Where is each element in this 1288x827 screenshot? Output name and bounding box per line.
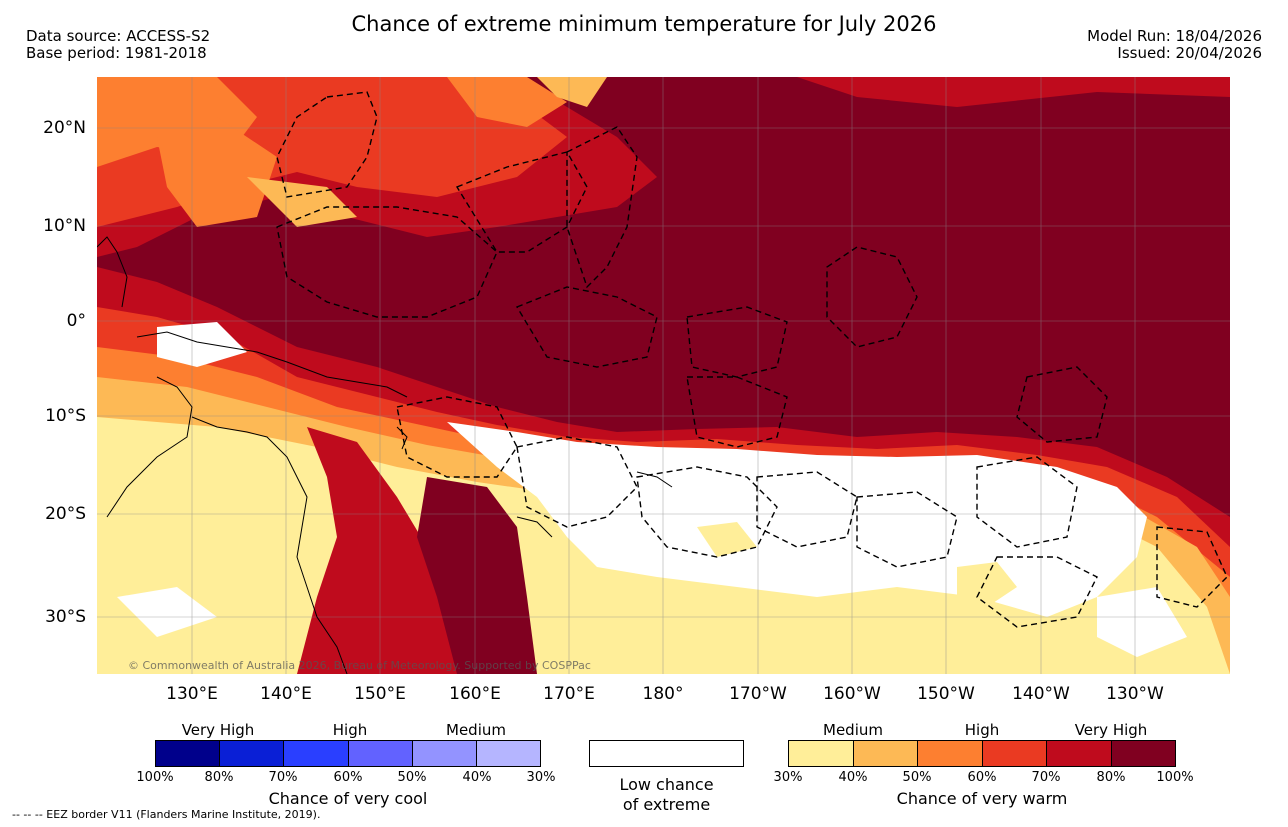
zone-80-coral: [297, 427, 477, 674]
zone-50-n: [537, 77, 607, 107]
forecast-map-svg: [96, 77, 1230, 675]
cool-heading-medium: Medium: [446, 721, 506, 739]
cool-heading-very-high: Very High: [181, 721, 255, 739]
cool-colorbar: [155, 740, 541, 767]
warm-tick-30: 30%: [773, 770, 803, 785]
low-chance-line1: Low chance: [619, 775, 714, 794]
cool-legend-title: Chance of very cool: [268, 789, 428, 808]
zone-80-ne: [797, 77, 1230, 107]
lon-label-160e: 160°E: [449, 684, 501, 704]
warm-heading-medium: Medium: [823, 721, 883, 739]
patch-low-se: [1097, 587, 1187, 657]
lon-label-140w: 140°W: [1012, 684, 1070, 704]
low-chance-swatch: [589, 740, 744, 767]
lon-label-150e: 150°E: [354, 684, 406, 704]
cool-swatch-2: [220, 741, 285, 766]
patch-warm-b: [697, 522, 757, 557]
lon-label-160w: 160°W: [823, 684, 881, 704]
warm-swatch-4: [982, 741, 1047, 766]
lon-label-180: 180°: [642, 684, 684, 704]
lon-label-150w: 150°W: [917, 684, 975, 704]
lat-label-0: 0°: [66, 311, 86, 331]
zone-60-n: [447, 77, 567, 127]
cool-tick-60: 60%: [333, 770, 363, 785]
warm-colorbar: [788, 740, 1176, 767]
cool-tick-40: 40%: [462, 770, 492, 785]
lat-label-20s: 20°S: [45, 504, 86, 524]
zone-60-w: [157, 117, 277, 227]
eez-borders: [276, 91, 1228, 628]
cool-tick-30: 30%: [526, 770, 556, 785]
copyright-notice: © Commonwealth of Australia 2026, Bureau…: [128, 659, 591, 672]
lon-label-170e: 170°E: [543, 684, 595, 704]
lon-label-140e: 140°E: [260, 684, 312, 704]
zone-100-tasman: [417, 477, 537, 674]
cool-swatch-5: [412, 741, 477, 766]
cool-swatch-3: [284, 741, 349, 766]
coastlines: [96, 236, 673, 675]
warm-swatch-1: [789, 741, 854, 766]
model-run-info: Model Run: 18/04/2026 Issued: 20/04/2026: [1087, 28, 1262, 62]
warm-tick-100: 100%: [1156, 770, 1194, 785]
graticule: [97, 77, 1230, 674]
warm-tick-70: 70%: [1031, 770, 1061, 785]
lat-label-10s: 10°S: [45, 406, 86, 426]
cool-tick-50: 50%: [397, 770, 427, 785]
warm-legend-title: Chance of very warm: [896, 789, 1068, 808]
cool-swatch-1: [156, 741, 221, 766]
lat-label-10n: 10°N: [43, 216, 86, 236]
lon-label-170w: 170°W: [729, 684, 787, 704]
warm-tick-50: 50%: [902, 770, 932, 785]
low-chance-line2: of extreme: [622, 795, 711, 814]
warm-tick-80: 80%: [1096, 770, 1126, 785]
warm-tick-40: 40%: [838, 770, 868, 785]
data-source-info: Data source: ACCESS-S2 Base period: 1981…: [26, 28, 210, 62]
warm-tick-60: 60%: [967, 770, 997, 785]
forecast-map: [96, 77, 1230, 675]
warm-heading-very-high: Very High: [1074, 721, 1148, 739]
model-run-text: Model Run: 18/04/2026: [1087, 27, 1262, 45]
warm-swatch-5: [1047, 741, 1112, 766]
data-source-text: Data source: ACCESS-S2: [26, 27, 211, 45]
cool-tick-100: 100%: [136, 770, 174, 785]
cool-swatch-6: [476, 741, 541, 766]
warm-swatch-3: [918, 741, 983, 766]
map-title: Chance of extreme minimum temperature fo…: [351, 12, 937, 36]
lat-label-30s: 30°S: [45, 607, 86, 627]
lon-label-130e: 130°E: [166, 684, 218, 704]
patch-warm-a: [957, 562, 1017, 607]
warm-swatch-2: [853, 741, 918, 766]
cool-tick-80: 80%: [204, 770, 234, 785]
eez-footnote: -- -- -- EEZ border V11 (Flanders Marine…: [12, 808, 321, 821]
cool-heading-high: High: [332, 721, 368, 739]
cool-tick-70: 70%: [268, 770, 298, 785]
base-period-text: Base period: 1981-2018: [26, 44, 207, 62]
warm-heading-high: High: [964, 721, 1000, 739]
issued-text: Issued: 20/04/2026: [1117, 44, 1262, 62]
lon-label-130w: 130°W: [1106, 684, 1164, 704]
warm-swatch-6: [1111, 741, 1175, 766]
cool-swatch-4: [348, 741, 413, 766]
lat-label-20n: 20°N: [43, 118, 86, 138]
zone-low-chance-w: [157, 322, 247, 367]
